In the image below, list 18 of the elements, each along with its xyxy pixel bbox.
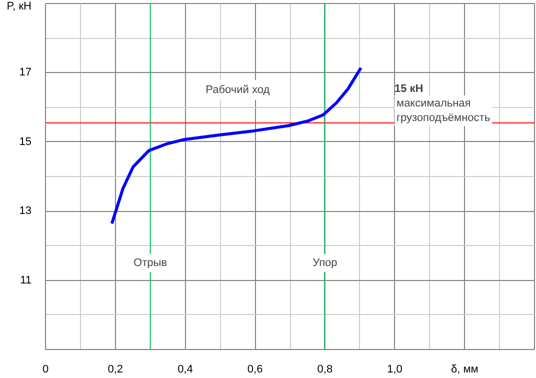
y-tick-label: 15 (19, 136, 32, 148)
annotation: Рабочий ход (206, 84, 270, 96)
x-tick-label: 0,2 (108, 364, 124, 376)
x-tick-label: 0,4 (178, 364, 193, 376)
ref-line-label: 15 кН (394, 82, 424, 95)
ref-line-label: Упор (312, 257, 338, 269)
x-tick-label: 0,6 (247, 364, 263, 376)
line-series (110, 66, 362, 226)
x-tick-label: 0 (42, 364, 49, 376)
y-tick-label: 13 (19, 205, 32, 218)
y-axis-title: P, кН (6, 0, 32, 12)
x-tick-label: 1,0 (387, 364, 402, 376)
y-tick-label: 11 (20, 274, 32, 286)
x-tick-label: 0,8 (317, 364, 333, 376)
y-tick-label: 17 (19, 66, 32, 79)
annotation: максимальная грузоподъёмность (396, 98, 490, 124)
x-axis-title: δ, мм (450, 364, 478, 376)
ref-line-label: Отрыв (134, 257, 168, 269)
